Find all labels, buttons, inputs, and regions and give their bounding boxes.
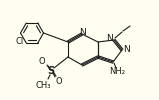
Text: N: N	[106, 34, 113, 43]
Text: O: O	[56, 76, 62, 86]
Text: NH₂: NH₂	[109, 66, 125, 76]
Text: S: S	[47, 66, 55, 76]
Text: N: N	[123, 46, 130, 54]
Text: CH₃: CH₃	[35, 80, 51, 90]
Text: Cl: Cl	[15, 38, 23, 46]
Text: O: O	[39, 57, 45, 66]
Text: N: N	[79, 28, 85, 37]
